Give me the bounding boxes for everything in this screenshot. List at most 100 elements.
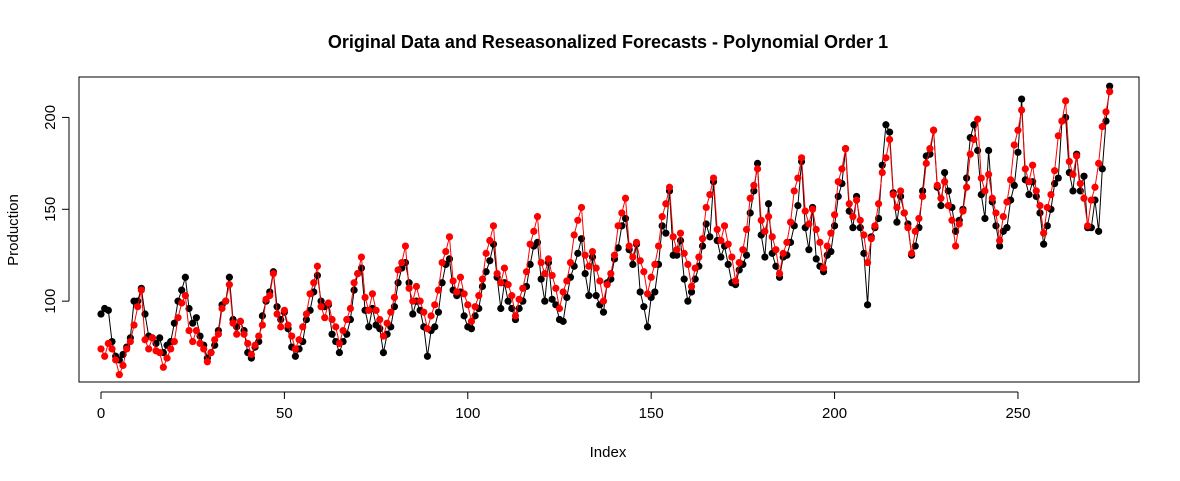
data-point <box>442 247 450 256</box>
series-layer <box>97 82 1114 379</box>
data-point <box>849 224 857 232</box>
data-point <box>189 337 197 346</box>
data-point <box>401 242 410 250</box>
x-tick-label: 150 <box>639 405 664 422</box>
data-point <box>1029 161 1037 169</box>
data-point <box>841 145 850 153</box>
data-point <box>310 279 318 287</box>
data-point <box>178 286 186 294</box>
data-point <box>852 196 861 204</box>
data-point <box>996 236 1004 245</box>
data-point <box>596 277 604 285</box>
data-point <box>357 253 366 261</box>
data-point <box>291 345 299 353</box>
data-point <box>541 297 549 305</box>
data-point <box>1098 123 1106 131</box>
data-point <box>739 246 747 254</box>
data-point <box>1080 172 1088 180</box>
data-point <box>574 249 582 257</box>
data-point <box>486 236 494 245</box>
data-point <box>981 214 989 223</box>
data-point <box>717 236 725 245</box>
x-axis-label: Index <box>590 444 627 461</box>
data-point <box>1032 187 1040 195</box>
data-point <box>647 273 655 281</box>
data-point <box>504 297 512 305</box>
data-point <box>1021 165 1029 173</box>
data-point <box>317 303 325 311</box>
data-point <box>797 154 806 162</box>
data-point <box>431 323 439 331</box>
data-point <box>434 286 443 294</box>
data-point <box>335 339 344 348</box>
data-point <box>775 270 784 278</box>
data-point <box>566 258 575 267</box>
data-point <box>911 227 919 235</box>
y-tick-label: 150 <box>42 197 59 222</box>
data-point <box>731 277 740 285</box>
data-point <box>662 229 670 237</box>
data-point <box>1062 97 1070 105</box>
data-point <box>827 247 835 256</box>
data-point <box>607 270 615 278</box>
data-point <box>988 194 996 202</box>
data-point <box>563 293 571 302</box>
data-point <box>1018 95 1026 103</box>
data-point <box>324 299 333 307</box>
data-point <box>1047 190 1055 199</box>
data-point <box>1051 167 1059 175</box>
data-point <box>1069 187 1077 195</box>
data-point <box>709 174 718 182</box>
data-point <box>291 352 299 360</box>
data-point <box>350 279 358 287</box>
data-point <box>141 336 149 344</box>
data-point <box>328 330 336 338</box>
x-tick-label: 50 <box>276 405 293 422</box>
data-point <box>383 319 391 327</box>
data-point <box>830 211 839 219</box>
data-point <box>592 292 600 300</box>
data-point <box>1065 157 1073 166</box>
data-point <box>434 308 443 316</box>
data-point <box>970 121 978 129</box>
data-point <box>651 288 659 296</box>
data-point <box>218 304 226 313</box>
data-point <box>365 306 373 314</box>
data-point <box>985 146 993 155</box>
data-point <box>273 310 281 318</box>
data-point <box>632 238 641 246</box>
plot-frame <box>78 76 1140 383</box>
data-point <box>621 194 630 202</box>
data-point <box>306 290 314 298</box>
data-point <box>684 297 692 305</box>
data-point <box>280 306 288 314</box>
data-point <box>941 178 949 186</box>
data-point <box>684 260 692 269</box>
data-point <box>955 220 963 228</box>
data-point <box>893 203 901 212</box>
data-point <box>838 165 846 173</box>
data-point <box>159 363 167 371</box>
data-point <box>123 345 131 353</box>
data-point <box>933 181 941 189</box>
data-point <box>996 242 1004 250</box>
data-point <box>669 233 677 241</box>
data-point <box>1076 179 1084 188</box>
data-point <box>1054 174 1062 182</box>
data-point <box>548 295 556 303</box>
data-point <box>849 213 857 221</box>
data-point <box>115 371 123 379</box>
data-point <box>863 301 872 309</box>
data-point <box>537 258 545 267</box>
data-point <box>412 282 421 291</box>
data-point <box>544 255 553 263</box>
data-point <box>178 299 186 307</box>
data-point <box>431 301 439 309</box>
data-point <box>592 264 600 272</box>
data-point <box>779 249 787 257</box>
data-point <box>423 352 432 360</box>
data-point <box>702 203 710 212</box>
data-point <box>189 319 197 327</box>
data-point <box>427 312 435 320</box>
